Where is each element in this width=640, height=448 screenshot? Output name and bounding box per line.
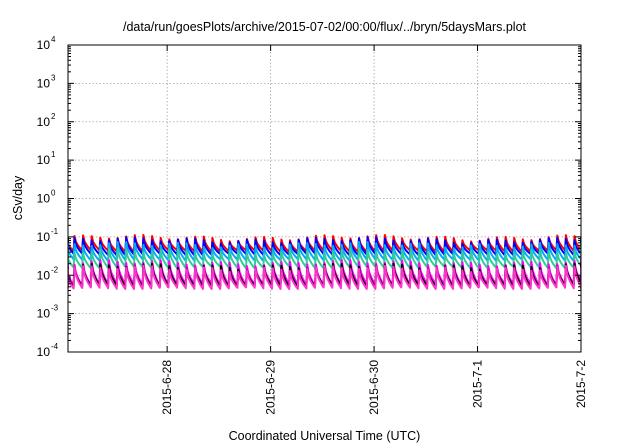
x-tick-label: 2015-6-29 — [264, 360, 278, 415]
y-tick-exponent: 1 — [51, 150, 56, 159]
y-tick-exponent: -2 — [51, 265, 59, 274]
series-layer — [68, 233, 581, 290]
y-tick-label: 10 — [37, 230, 51, 244]
chart-title: /data/run/goesPlots/archive/2015-07-02/0… — [123, 20, 527, 34]
y-tick-label: 10 — [37, 268, 51, 282]
y-tick-label: 10 — [37, 153, 51, 167]
x-tick-label: 2015-6-30 — [367, 360, 381, 415]
x-tick-label: 2015-6-28 — [160, 360, 174, 415]
y-tick-label: 10 — [37, 38, 51, 52]
y-tick-exponent: 4 — [51, 35, 56, 44]
y-axis-label: cSv/day — [11, 175, 25, 220]
y-tick-exponent: -1 — [51, 227, 59, 236]
series-line-4 — [68, 247, 581, 270]
y-tick-label: 10 — [37, 345, 51, 359]
x-axis-label: Coordinated Universal Time (UTC) — [229, 429, 421, 443]
y-tick-exponent: -4 — [51, 342, 59, 351]
y-tick-exponent: 2 — [51, 112, 56, 121]
y-tick-exponent: -3 — [51, 304, 59, 313]
grid-layer — [68, 45, 581, 352]
x-tick-label: 2015-7-2 — [574, 360, 588, 408]
y-tick-label: 10 — [37, 307, 51, 321]
x-tick-label: 2015-7-1 — [471, 360, 485, 408]
series-line-7 — [68, 264, 581, 290]
y-tick-exponent: 0 — [51, 189, 56, 198]
y-tick-label: 10 — [37, 192, 51, 206]
y-tick-exponent: 3 — [51, 73, 56, 82]
y-tick-label: 10 — [37, 115, 51, 129]
y-tick-label: 10 — [37, 76, 51, 90]
